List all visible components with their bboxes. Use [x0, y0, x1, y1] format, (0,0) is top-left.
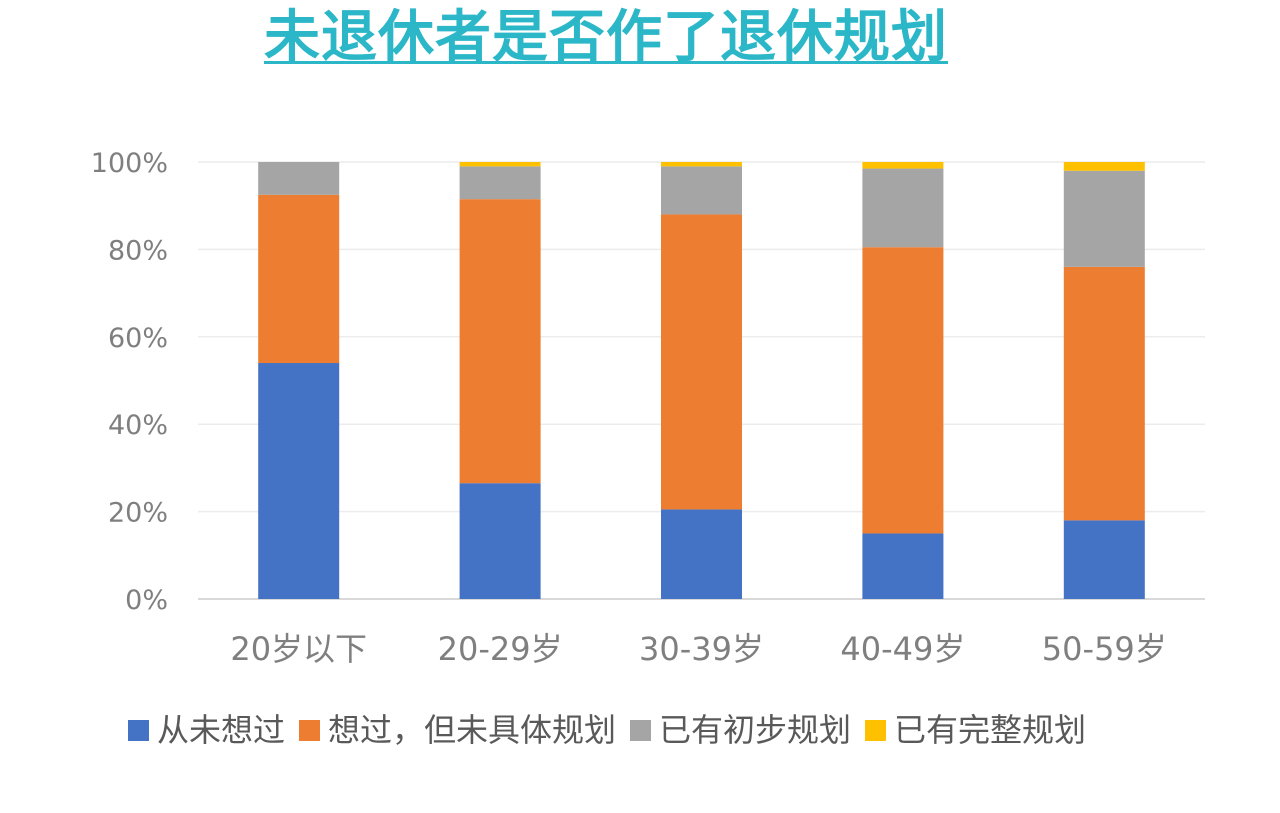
bar-segment [459, 199, 541, 484]
y-axis-ticks: 0% 20% 40% 60% 80% 100% [91, 148, 168, 616]
x-tick-label: 20-29岁 [438, 630, 563, 668]
legend-swatch [128, 719, 149, 741]
y-tick-label: 60% [108, 323, 168, 354]
legend-item: 已有初步规划 [630, 710, 851, 750]
legend-swatch [630, 719, 652, 741]
y-tick-label: 80% [108, 235, 168, 266]
bar-segment [862, 533, 944, 599]
bar-segment [1063, 520, 1145, 599]
bar-segment [258, 194, 340, 364]
bar-segment [258, 363, 340, 599]
legend-item: 想过，但未具体规划 [299, 710, 616, 750]
legend: 从未想过 想过，但未具体规划 已有初步规划 已有完整规划 [128, 710, 1100, 750]
y-tick-label: 40% [108, 410, 168, 441]
legend-label: 想过，但未具体规划 [328, 711, 617, 749]
x-tick-label: 20岁以下 [230, 630, 367, 668]
legend-label: 已有初步规划 [659, 711, 852, 749]
bar-segment [661, 214, 742, 510]
y-tick-label: 100% [91, 148, 168, 179]
y-tick-label: 20% [108, 498, 168, 529]
x-tick-label: 40-49岁 [840, 630, 965, 668]
legend-swatch [865, 719, 887, 741]
bar-segment [459, 162, 541, 167]
legend-item: 从未想过 [128, 710, 285, 750]
bar-segment [1063, 162, 1145, 171]
bar-segment [1063, 266, 1145, 521]
chart-title: 未退休者是否作了退休规划 [264, 5, 948, 70]
bar-segment [661, 162, 742, 167]
bar-segment [661, 509, 742, 599]
x-tick-label: 30-39岁 [639, 630, 764, 668]
legend-label: 已有完整规划 [894, 711, 1087, 749]
x-axis-ticks: 20岁以下 20-29岁 30-39岁 40-49岁 50-59岁 [230, 630, 1166, 668]
legend-item: 已有完整规划 [865, 710, 1086, 750]
bar-segment [862, 247, 944, 534]
y-tick-label: 0% [125, 585, 168, 616]
bar-segment [862, 162, 944, 169]
bar-segment [258, 162, 340, 195]
bars [258, 162, 1145, 599]
bar-segment [1063, 170, 1145, 267]
x-tick-label: 50-59岁 [1042, 630, 1167, 668]
legend-swatch [299, 719, 321, 741]
bar-segment [661, 166, 742, 215]
bar-segment [459, 166, 541, 200]
bar-segment [862, 168, 944, 248]
legend-label: 从未想过 [157, 711, 286, 749]
bar-segment [459, 483, 541, 599]
